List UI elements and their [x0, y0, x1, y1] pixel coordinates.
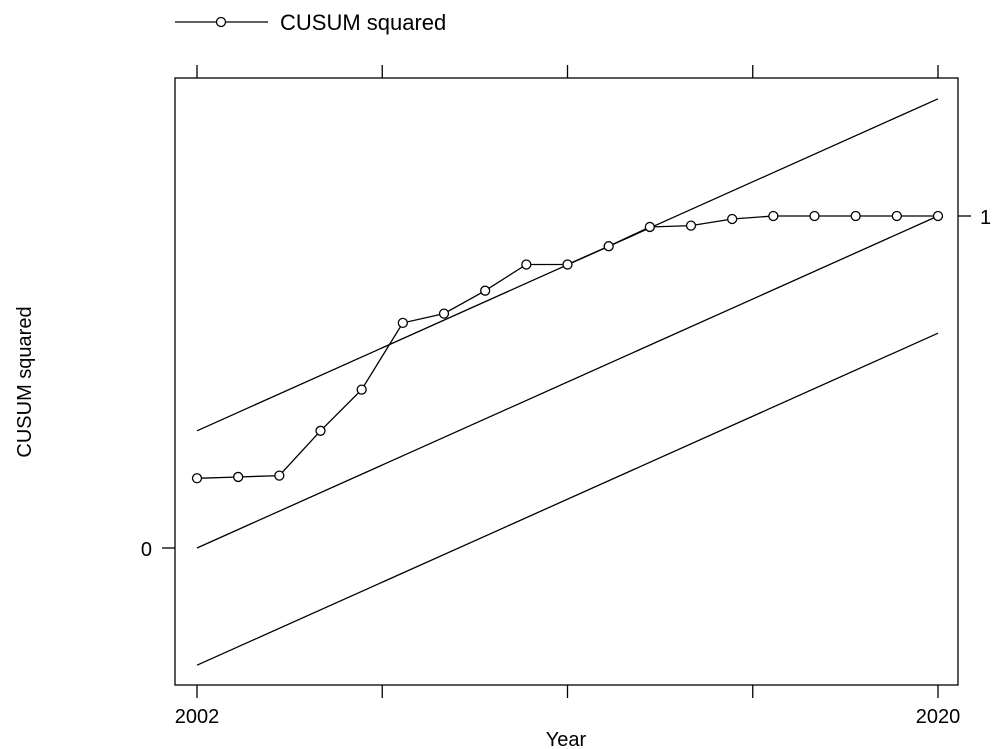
data-point — [891, 210, 902, 222]
y-axis-title: CUSUM squared — [14, 306, 36, 457]
series-line — [196, 215, 938, 479]
x-tick-label-2002: 2002 — [175, 706, 220, 728]
data-point — [644, 221, 655, 233]
data-point — [932, 210, 944, 222]
reference-lines — [196, 98, 939, 666]
data-point — [438, 308, 450, 319]
x-axis-title: Year — [546, 729, 587, 749]
data-point — [685, 220, 697, 231]
data-point — [603, 241, 614, 252]
data-point — [562, 259, 573, 270]
x-tick-label-2020: 2020 — [916, 706, 961, 728]
data-point — [768, 210, 779, 222]
data-point — [356, 384, 367, 395]
data-point — [727, 213, 738, 225]
legend-label: CUSUM squared — [280, 10, 446, 35]
series-cusum-squared — [191, 210, 944, 484]
bottom-axis-ticks — [196, 685, 939, 698]
data-point — [480, 285, 491, 296]
plot-frame — [174, 77, 959, 686]
data-point — [274, 470, 285, 481]
legend: CUSUM squared — [175, 10, 446, 35]
legend-marker — [215, 16, 227, 28]
data-point — [397, 317, 408, 329]
top-axis-ticks — [196, 65, 939, 78]
reference-line-2 — [196, 332, 939, 666]
data-point — [809, 210, 820, 222]
data-point — [521, 259, 532, 270]
data-point — [850, 210, 861, 222]
data-point — [233, 471, 244, 483]
data-point — [315, 425, 326, 436]
data-point — [191, 473, 203, 484]
y-tick-label-0: 0 — [141, 539, 152, 561]
y-tick-label-1: 1 — [980, 207, 991, 229]
reference-line-1 — [196, 215, 939, 549]
